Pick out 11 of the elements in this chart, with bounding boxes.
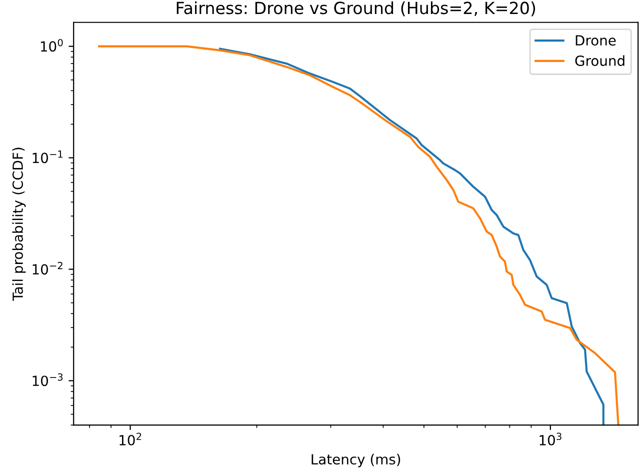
y-tick-label: 10$^{0}$ xyxy=(40,38,63,52)
x-tick-label: 10$^{3}$ xyxy=(540,432,562,446)
x-axis-title: Latency (ms) xyxy=(312,454,400,468)
legend-label: Ground xyxy=(575,55,624,66)
y-axis-title: Tail probability (CCDF) xyxy=(12,148,26,301)
x-tick-label: 10$^{2}$ xyxy=(120,432,142,446)
y-tick-label: 10$^{−1}$ xyxy=(32,150,62,164)
y-tick-label: 10$^{−3}$ xyxy=(32,373,63,386)
chart-title: Fairness: Drone vs Ground (Hubs=2, K=20) xyxy=(176,1,536,16)
y-tick-label: 10$^{−2}$ xyxy=(32,262,62,275)
legend-label: Drone xyxy=(576,35,616,46)
